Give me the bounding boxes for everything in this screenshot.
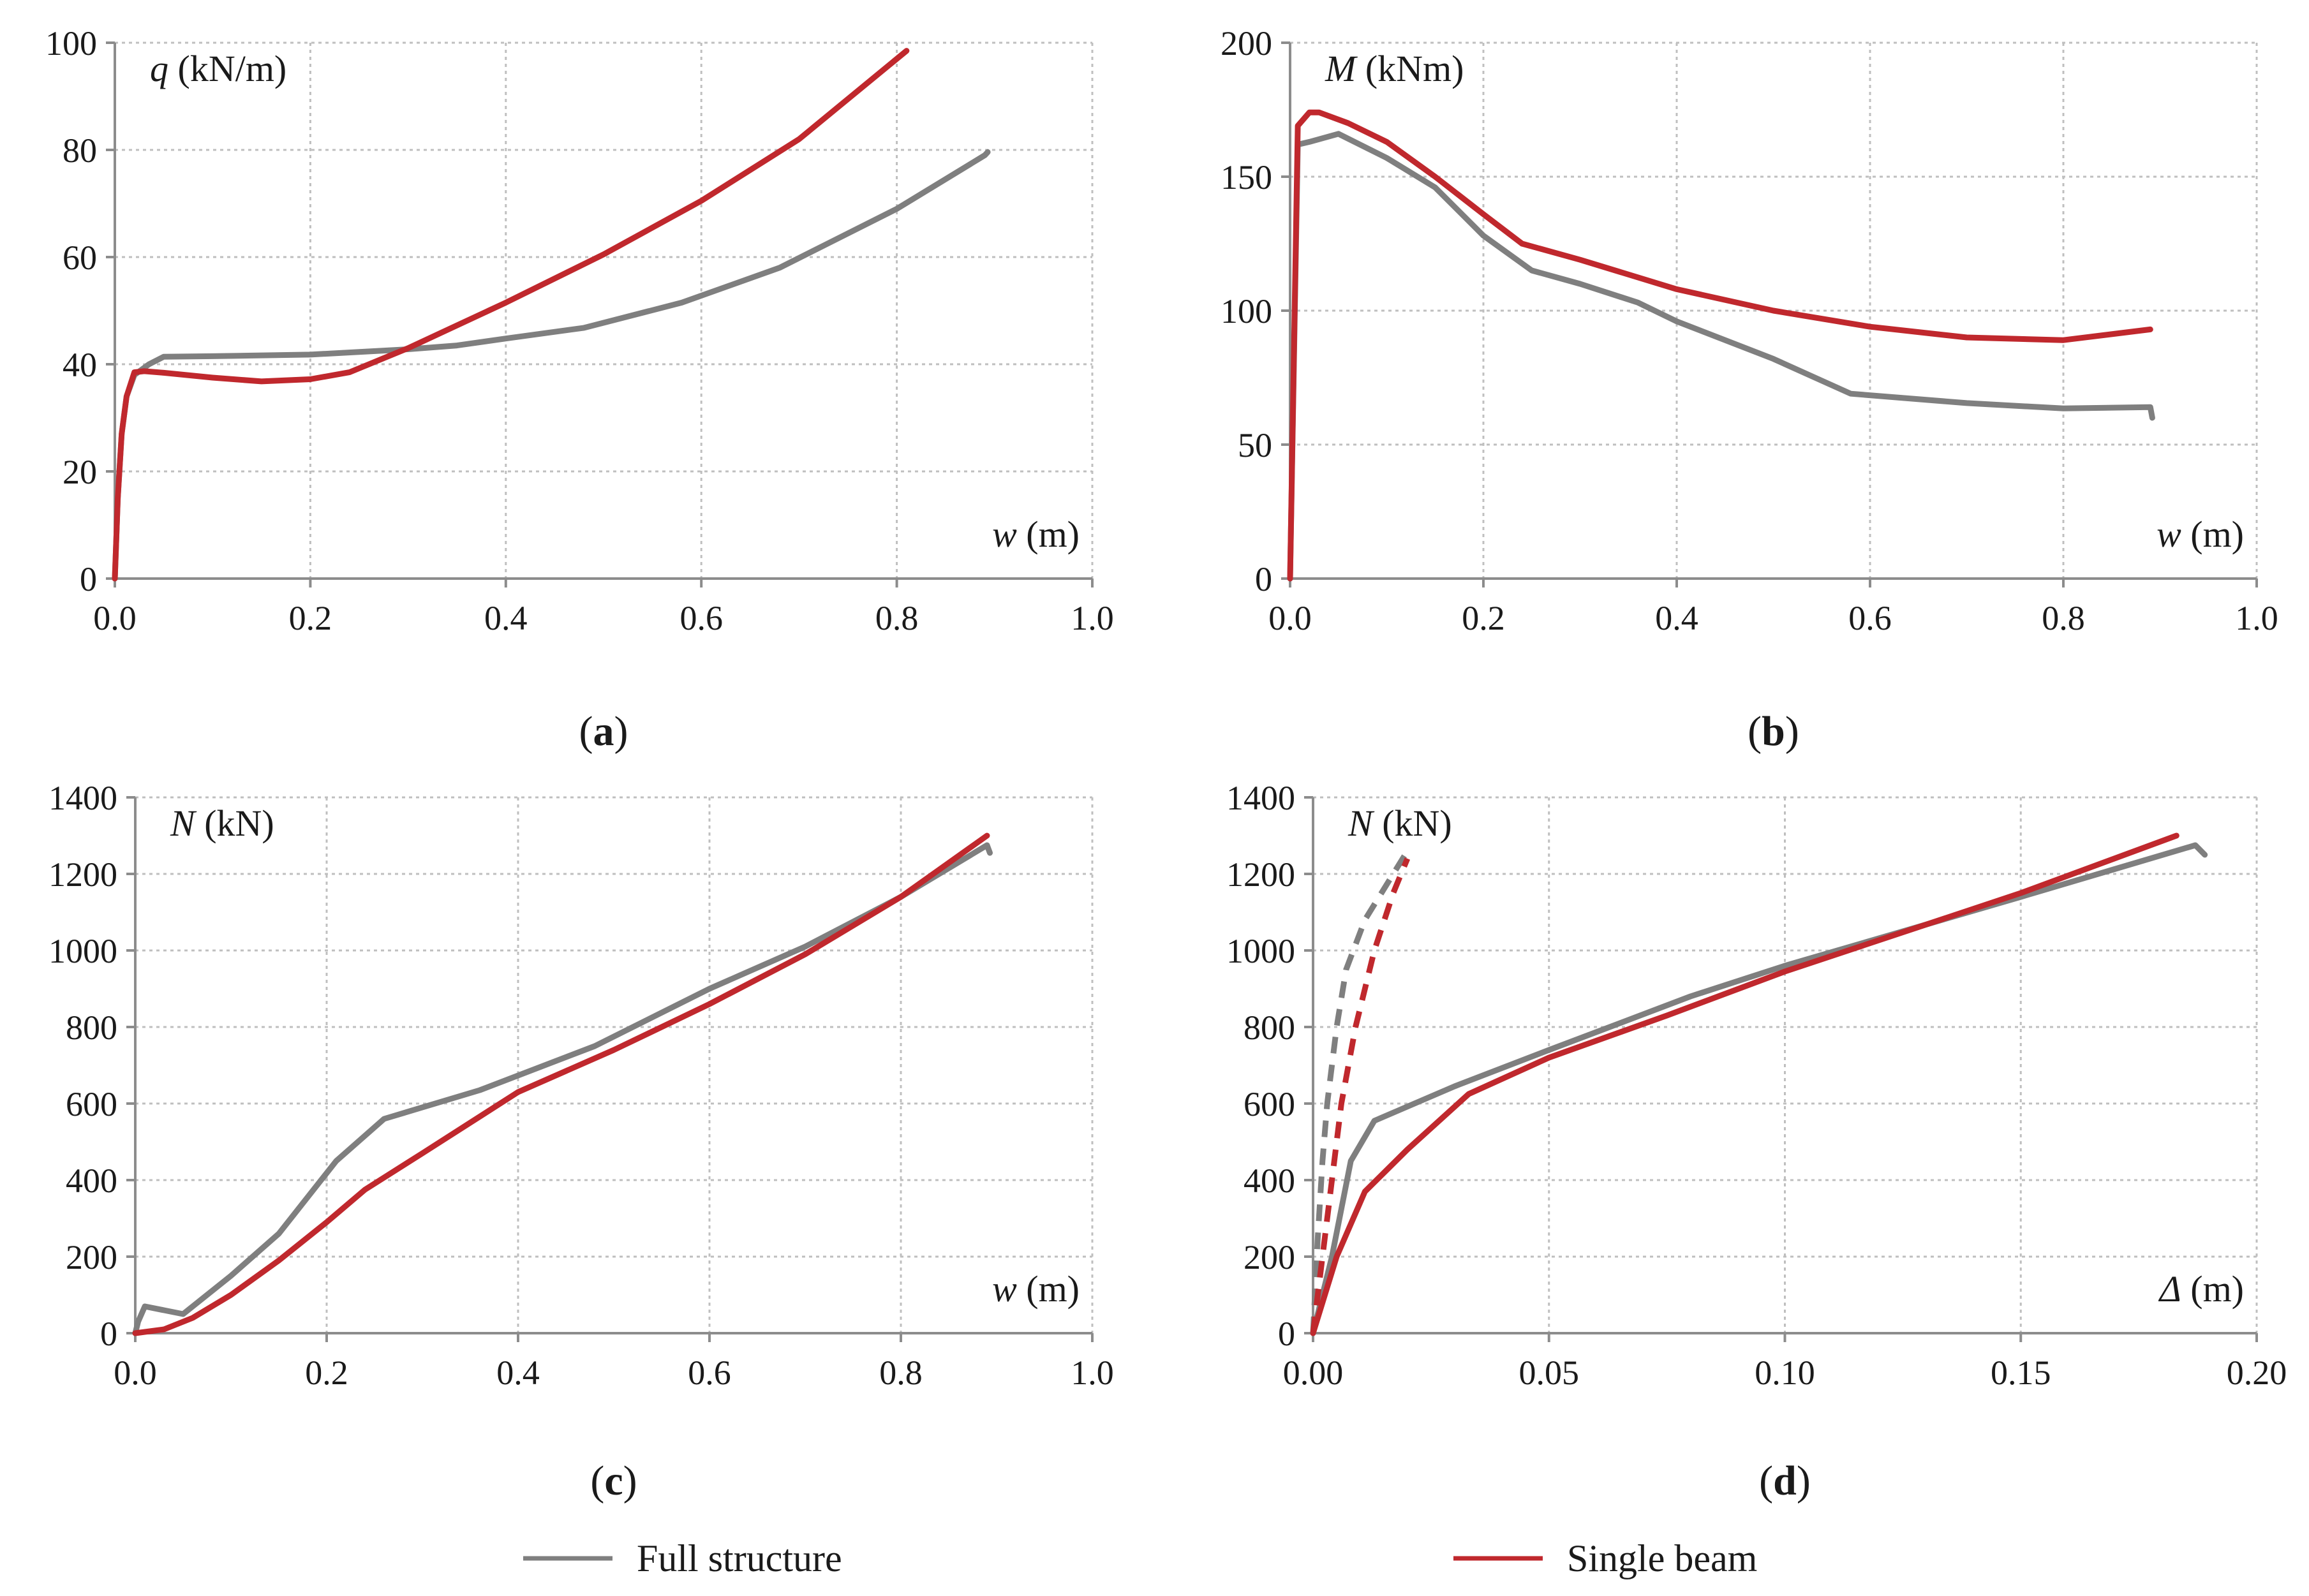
chart-a-y-tick-label: 0 (80, 560, 97, 598)
chart-a-x-tick-label: 0.8 (875, 599, 919, 637)
chart-panel-a: 0.0 0.2 0.4 0.6 0.8 1.0 0 20 40 60 80 100 q (kN/m) w … (45, 24, 1114, 755)
chart-b-y-tick-label: 50 (1238, 426, 1272, 464)
chart-a-series-single-beam (112, 48, 910, 582)
chart-d-series-single-beam-dashed (1310, 857, 1411, 1334)
chart-c-series-full-structure (132, 842, 993, 1336)
chart-c-y-tick-label: 200 (66, 1238, 117, 1276)
chart-b-x-tick-label: 0.2 (1462, 599, 1505, 637)
chart-d-y-tick-label: 0 (1278, 1315, 1295, 1353)
chart-b-xlabel: w (m) (2157, 514, 2244, 555)
chart-a-x-tick-label: 0.6 (679, 599, 723, 637)
chart-b-y-tick-label: 0 (1255, 560, 1272, 598)
chart-d-y-tick-label: 800 (1244, 1009, 1295, 1047)
chart-a-caption: (a) (579, 708, 628, 755)
chart-d-x-tick-label: 0.00 (1283, 1354, 1344, 1392)
chart-a-x-tick-label: 0.4 (484, 599, 528, 637)
chart-d-y-tick-label: 200 (1244, 1238, 1295, 1276)
chart-c-x-tick-label: 1.0 (1071, 1354, 1114, 1392)
chart-b-x-tick-label: 0.6 (1848, 599, 1892, 637)
chart-c-series-single-beam (132, 832, 990, 1336)
chart-b-y-tick-label: 150 (1221, 158, 1272, 196)
chart-d-y-tick-label: 400 (1244, 1162, 1295, 1200)
chart-c-y-tick-label: 800 (66, 1009, 117, 1047)
chart-d-x-tick-label: 0.15 (1991, 1354, 2051, 1392)
chart-c-y-tick-label: 400 (66, 1162, 117, 1200)
chart-b-x-tick-label: 1.0 (2235, 599, 2278, 637)
chart-c-x-tick-label: 0.0 (114, 1354, 157, 1392)
chart-c-ylabel: N (kN) (170, 802, 274, 844)
chart-d-y-tick-label: 1000 (1226, 932, 1295, 970)
chart-d-series-full-structure-dashed (1310, 849, 1410, 1334)
chart-d-y-tick-label: 1400 (1226, 779, 1295, 817)
chart-a-y-tick-label: 60 (63, 239, 97, 277)
legend-label-single-beam: Single beam (1567, 1537, 1757, 1579)
chart-c-y-tick-label: 1000 (48, 932, 117, 970)
chart-b-x-tick-label: 0.8 (2042, 599, 2085, 637)
chart-c-y-tick-label: 600 (66, 1085, 117, 1123)
chart-b-y-tick-label: 200 (1221, 24, 1272, 63)
chart-a-y-tick-label: 80 (63, 131, 97, 170)
chart-b-x-tick-label: 0.0 (1268, 599, 1312, 637)
chart-panel-d: 0.00 0.05 0.10 0.15 0.20 0 200 400 600 800 1000 120… (1226, 779, 2287, 1504)
chart-panel-c: 0.0 0.2 0.4 0.6 0.8 1.0 0 200 400 600 800 1000 1200 1… (48, 779, 1114, 1504)
chart-a-y-tick-label: 40 (63, 346, 97, 384)
chart-a-y-tick-label: 20 (63, 453, 97, 491)
chart-panel-b: 0.0 0.2 0.4 0.6 0.8 1.0 0 50 100 150 200 M (kNm) w (… (1221, 24, 2278, 755)
chart-d-x-tick-label: 0.10 (1755, 1354, 1815, 1392)
chart-b-series-single-beam (1287, 109, 2153, 582)
legend: Full structure Single beam (523, 1537, 1757, 1579)
chart-a-xlabel: w (m) (992, 514, 1080, 555)
chart-d-series-full-structure (1310, 842, 2208, 1336)
chart-b-x-tick-label: 0.4 (1655, 599, 1698, 637)
chart-c-y-tick-label: 1200 (48, 855, 117, 894)
chart-c-y-tick-label: 1400 (48, 779, 117, 817)
chart-c-x-tick-label: 0.4 (496, 1354, 540, 1392)
legend-label-full-structure: Full structure (637, 1537, 842, 1579)
chart-d-series-single-beam (1310, 832, 2179, 1336)
chart-b-y-tick-label: 100 (1221, 292, 1272, 330)
chart-d-xlabel: Δ (m) (2158, 1268, 2244, 1310)
chart-a-x-tick-label: 0.0 (93, 599, 137, 637)
chart-b-ylabel: M (kNm) (1325, 48, 1464, 89)
chart-c-xlabel: w (m) (992, 1268, 1080, 1310)
chart-c-caption: (c) (590, 1458, 637, 1504)
chart-d-x-tick-label: 0.05 (1519, 1354, 1580, 1392)
chart-a-ylabel: q (kN/m) (150, 48, 286, 89)
chart-b-series-full-structure (1287, 131, 2155, 582)
chart-d-x-tick-label: 0.20 (2227, 1354, 2287, 1392)
chart-d-y-tick-label: 600 (1244, 1085, 1295, 1123)
chart-a-series-full-structure (112, 149, 991, 582)
chart-c-x-tick-label: 0.6 (688, 1354, 731, 1392)
chart-d-caption: (d) (1759, 1458, 1811, 1504)
chart-a-x-tick-label: 0.2 (289, 599, 332, 637)
chart-a-y-tick-label: 100 (45, 24, 97, 63)
chart-c-y-tick-label: 0 (100, 1315, 117, 1353)
chart-d-y-tick-label: 1200 (1226, 855, 1295, 894)
chart-b-caption: (b) (1748, 708, 1799, 755)
chart-c-x-tick-label: 0.8 (879, 1354, 923, 1392)
chart-d-ylabel: N (kN) (1348, 802, 1452, 844)
chart-a-x-tick-label: 1.0 (1071, 599, 1114, 637)
chart-c-x-tick-label: 0.2 (305, 1354, 348, 1392)
